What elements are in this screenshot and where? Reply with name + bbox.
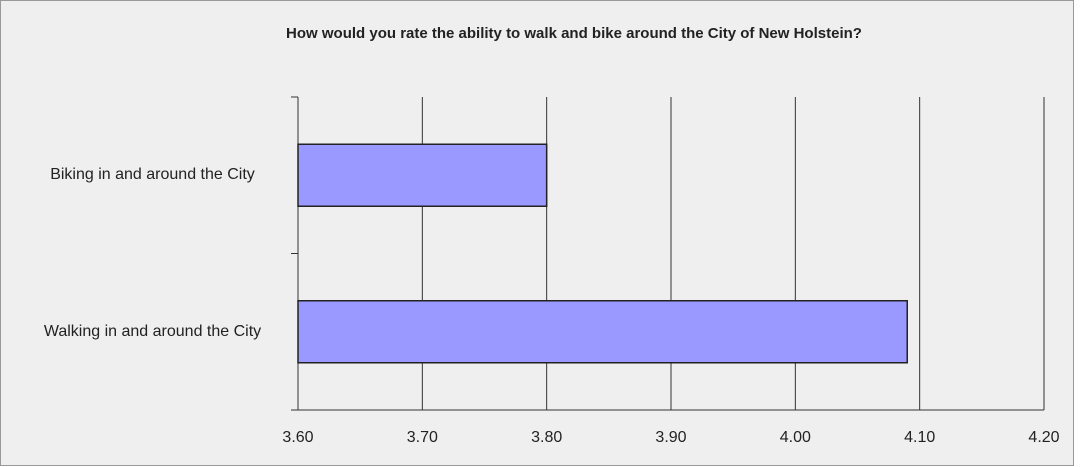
category-label-box: Walking in and around the City (43, 322, 262, 340)
bar (297, 300, 908, 364)
x-tick-label: 3.60 (282, 429, 313, 446)
x-tick-label: 4.10 (904, 429, 935, 446)
bar (297, 143, 548, 207)
category-label-box: Biking in and around the City (50, 166, 255, 184)
x-tick-label: 4.00 (780, 429, 811, 446)
y-tick-label: Biking in and around the City (50, 166, 255, 184)
x-tick-label: 4.20 (1028, 429, 1059, 446)
y-tick-label: Walking in and around the City (43, 322, 262, 340)
x-tick-label: 3.90 (655, 429, 686, 446)
chart-title: How would you rate the ability to walk a… (286, 25, 862, 42)
x-tick-label: 3.70 (407, 429, 438, 446)
x-tick-label: 3.80 (531, 429, 562, 446)
